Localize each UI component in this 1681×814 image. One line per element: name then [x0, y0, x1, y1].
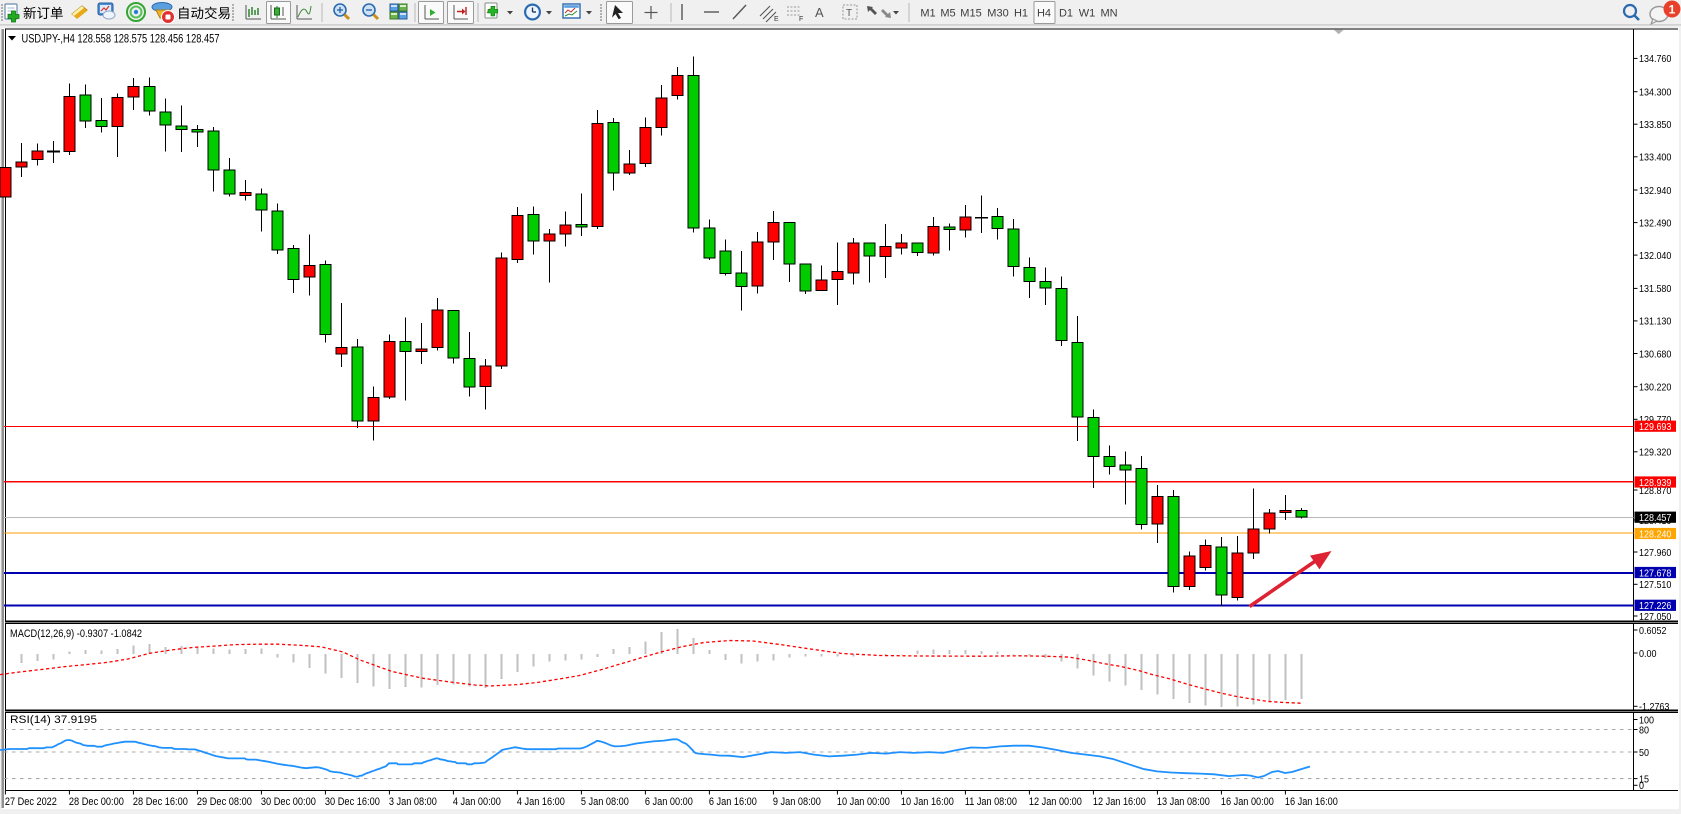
- svg-text:28 Dec 00:00: 28 Dec 00:00: [69, 796, 124, 808]
- svg-text:27 Dec 2022: 27 Dec 2022: [5, 796, 57, 808]
- svg-text:0.00: 0.00: [1639, 648, 1657, 660]
- svg-text:13 Jan 08:00: 13 Jan 08:00: [1157, 796, 1210, 808]
- svg-text:133.400: 133.400: [1639, 152, 1672, 164]
- svg-text:6 Jan 16:00: 6 Jan 16:00: [709, 796, 757, 808]
- svg-text:132.040: 132.040: [1639, 250, 1672, 262]
- svg-text:127.050: 127.050: [1639, 611, 1672, 623]
- svg-text:MACD(12,26,9) -0.9307 -1.0842: MACD(12,26,9) -0.9307 -1.0842: [10, 628, 142, 640]
- svg-text:0: 0: [1639, 780, 1644, 792]
- svg-text:128.240: 128.240: [1639, 528, 1672, 540]
- svg-text:129.320: 129.320: [1639, 447, 1672, 459]
- svg-text:127.510: 127.510: [1639, 579, 1672, 591]
- svg-text:100: 100: [1639, 714, 1654, 726]
- svg-text:29 Dec 08:00: 29 Dec 08:00: [197, 796, 252, 808]
- svg-text:130.220: 130.220: [1639, 382, 1672, 394]
- svg-text:6 Jan 00:00: 6 Jan 00:00: [645, 796, 693, 808]
- svg-text:MN: MN: [1100, 8, 1117, 20]
- svg-text:10 Jan 00:00: 10 Jan 00:00: [837, 796, 890, 808]
- svg-text:10 Jan 16:00: 10 Jan 16:00: [901, 796, 954, 808]
- svg-text:134.300: 134.300: [1639, 87, 1672, 99]
- svg-text:E: E: [774, 16, 779, 23]
- svg-text:127.226: 127.226: [1639, 600, 1672, 612]
- svg-text:133.850: 133.850: [1639, 119, 1672, 131]
- svg-text:132.490: 132.490: [1639, 217, 1672, 229]
- svg-text:80: 80: [1639, 724, 1649, 736]
- svg-text:3 Jan 08:00: 3 Jan 08:00: [389, 796, 437, 808]
- svg-text:28 Dec 16:00: 28 Dec 16:00: [133, 796, 188, 808]
- svg-text:50: 50: [1639, 747, 1649, 759]
- svg-text:128.870: 128.870: [1639, 485, 1672, 497]
- svg-text:130.680: 130.680: [1639, 348, 1672, 360]
- svg-text:128.939: 128.939: [1639, 477, 1672, 489]
- svg-text:A: A: [815, 5, 824, 20]
- svg-text:12 Jan 00:00: 12 Jan 00:00: [1029, 796, 1082, 808]
- svg-text:4 Jan 00:00: 4 Jan 00:00: [453, 796, 501, 808]
- svg-text:1: 1: [1669, 3, 1676, 17]
- svg-text:9 Jan 08:00: 9 Jan 08:00: [773, 796, 821, 808]
- svg-text:131.580: 131.580: [1639, 283, 1672, 295]
- svg-text:132.940: 132.940: [1639, 185, 1672, 197]
- svg-text:T: T: [846, 8, 852, 19]
- svg-text:134.760: 134.760: [1639, 53, 1672, 65]
- svg-text:30 Dec 16:00: 30 Dec 16:00: [325, 796, 380, 808]
- svg-text:F: F: [799, 16, 803, 23]
- svg-text:30 Dec 00:00: 30 Dec 00:00: [261, 796, 316, 808]
- svg-text:131.130: 131.130: [1639, 316, 1672, 328]
- svg-text:H4: H4: [1037, 8, 1051, 20]
- svg-text:5 Jan 08:00: 5 Jan 08:00: [581, 796, 629, 808]
- svg-text:H1: H1: [1014, 8, 1028, 20]
- svg-text:D1: D1: [1059, 8, 1073, 20]
- svg-text:12 Jan 16:00: 12 Jan 16:00: [1093, 796, 1146, 808]
- svg-text:11 Jan 08:00: 11 Jan 08:00: [965, 796, 1017, 808]
- svg-text:-1.2763: -1.2763: [1639, 701, 1670, 713]
- svg-text:M1: M1: [920, 8, 935, 20]
- svg-text:USDJPY-,H4 128.558 128.575 12: USDJPY-,H4 128.558 128.575 128.456 128.4…: [22, 34, 220, 46]
- svg-text:16 Jan 16:00: 16 Jan 16:00: [1285, 796, 1338, 808]
- svg-text:129.693: 129.693: [1639, 421, 1672, 433]
- svg-text:0.6052: 0.6052: [1639, 625, 1667, 637]
- svg-text:M5: M5: [940, 8, 955, 20]
- svg-text:M30: M30: [987, 8, 1008, 20]
- svg-text:127.960: 127.960: [1639, 547, 1672, 559]
- svg-text:W1: W1: [1079, 8, 1096, 20]
- svg-text:15: 15: [1639, 773, 1649, 785]
- svg-text:128.457: 128.457: [1639, 512, 1672, 524]
- svg-text:M15: M15: [960, 8, 981, 20]
- svg-text:127.678: 127.678: [1639, 567, 1672, 579]
- svg-text:16 Jan 00:00: 16 Jan 00:00: [1221, 796, 1274, 808]
- svg-text:RSI(14) 37.9195: RSI(14) 37.9195: [10, 714, 97, 726]
- svg-text:4 Jan 16:00: 4 Jan 16:00: [517, 796, 565, 808]
